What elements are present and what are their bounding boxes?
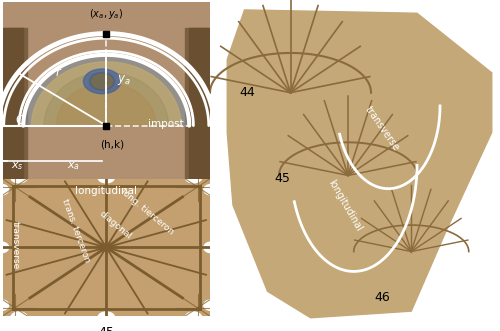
Wedge shape bbox=[0, 184, 8, 195]
Text: transverse: transverse bbox=[11, 220, 20, 269]
Bar bbox=[185, 28, 210, 179]
Circle shape bbox=[101, 244, 112, 251]
Wedge shape bbox=[204, 242, 212, 253]
Wedge shape bbox=[0, 300, 8, 310]
Bar bbox=[2, 28, 23, 179]
Wedge shape bbox=[204, 300, 212, 310]
Text: longitudinal: longitudinal bbox=[75, 186, 137, 196]
Text: O: O bbox=[15, 114, 24, 127]
Text: 44: 44 bbox=[240, 86, 256, 99]
Ellipse shape bbox=[84, 69, 121, 94]
Polygon shape bbox=[23, 55, 189, 125]
Text: $x_s$: $x_s$ bbox=[10, 161, 24, 172]
Ellipse shape bbox=[90, 72, 114, 90]
Polygon shape bbox=[56, 83, 156, 125]
Polygon shape bbox=[227, 10, 491, 318]
Wedge shape bbox=[204, 184, 212, 195]
Text: (h,k): (h,k) bbox=[100, 140, 124, 150]
Text: 46: 46 bbox=[374, 291, 390, 305]
Text: 45: 45 bbox=[274, 172, 290, 185]
Text: $x_a$: $x_a$ bbox=[66, 161, 80, 172]
Wedge shape bbox=[185, 177, 202, 183]
Wedge shape bbox=[98, 177, 114, 183]
Text: 45: 45 bbox=[98, 326, 114, 331]
Wedge shape bbox=[11, 312, 28, 317]
Text: $r$: $r$ bbox=[55, 66, 62, 79]
Polygon shape bbox=[44, 72, 168, 125]
Text: impost: impost bbox=[148, 119, 184, 129]
Text: $y_a$: $y_a$ bbox=[116, 72, 130, 87]
Wedge shape bbox=[185, 312, 202, 317]
Polygon shape bbox=[32, 62, 181, 125]
Text: transverse: transverse bbox=[364, 105, 402, 153]
Text: long. tierceron: long. tierceron bbox=[118, 187, 175, 236]
Wedge shape bbox=[98, 312, 114, 317]
Text: trans. terceron: trans. terceron bbox=[60, 198, 92, 264]
Text: longitudinal: longitudinal bbox=[326, 178, 364, 233]
Text: diagonal: diagonal bbox=[98, 210, 134, 241]
Text: $(x_a, y_a)$: $(x_a, y_a)$ bbox=[89, 7, 124, 21]
Bar bbox=[2, 28, 28, 179]
Wedge shape bbox=[11, 177, 28, 183]
Ellipse shape bbox=[92, 74, 112, 88]
Bar bbox=[189, 28, 210, 179]
Wedge shape bbox=[0, 242, 8, 253]
